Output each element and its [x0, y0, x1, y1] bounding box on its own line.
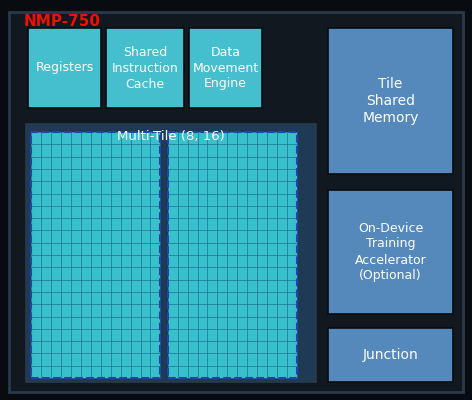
Bar	[328, 190, 453, 314]
Bar	[106, 28, 184, 108]
Text: NMP-750: NMP-750	[24, 14, 101, 29]
Text: On-Device
Training
Accelerator
(Optional): On-Device Training Accelerator (Optional…	[354, 222, 427, 282]
Bar	[28, 28, 101, 108]
Text: Data
Movement
Engine: Data Movement Engine	[192, 46, 259, 90]
Bar	[168, 132, 297, 378]
Text: Registers: Registers	[36, 62, 94, 74]
Bar	[26, 124, 316, 382]
Text: Junction: Junction	[362, 348, 419, 362]
Bar	[189, 28, 262, 108]
Bar	[31, 132, 160, 378]
Text: Shared
Instruction
Cache: Shared Instruction Cache	[112, 46, 178, 90]
Text: Multi-Tile (8, 16): Multi-Tile (8, 16)	[117, 130, 225, 143]
Bar	[328, 28, 453, 174]
Bar	[168, 132, 297, 378]
Text: Tile
Shared
Memory: Tile Shared Memory	[362, 77, 419, 125]
Bar	[31, 132, 160, 378]
Bar	[328, 328, 453, 382]
